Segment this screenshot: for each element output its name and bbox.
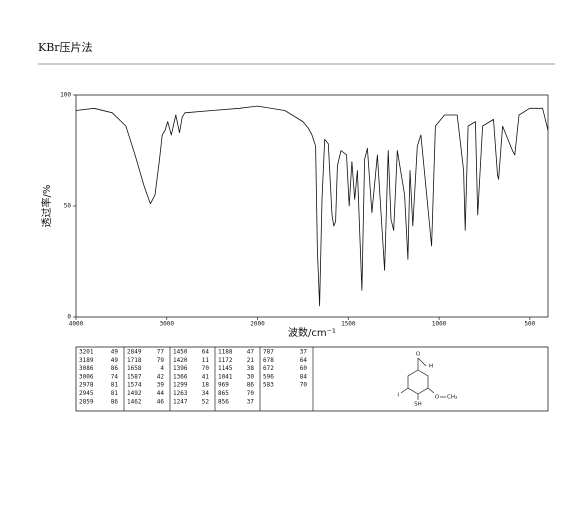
y-tick-label: 100 — [60, 92, 71, 99]
peak-intensity: 39 — [157, 382, 165, 389]
peak-wavenumber: 678 — [263, 357, 274, 364]
peak-intensity: 47 — [247, 349, 255, 356]
peak-table: 3201 49 2849 77 1450 64 1188 47 787 37 3189 49 1718 7… — [75, 346, 549, 412]
peak-intensity: 77 — [157, 349, 165, 356]
peak-intensity: 60 — [300, 365, 308, 372]
peak-wavenumber: 583 — [263, 382, 274, 389]
structure-label: O — [435, 395, 440, 401]
structure-label: O — [416, 352, 421, 358]
structure-label: SH — [414, 402, 422, 408]
peak-intensity: 64 — [300, 357, 308, 364]
peak-intensity: 21 — [247, 357, 255, 364]
structure: O H I SH O CH₃ — [397, 352, 457, 408]
peak-intensity: 37 — [247, 398, 255, 405]
peak-intensity: 49 — [111, 357, 119, 364]
peak-wavenumber: 1420 — [173, 357, 188, 364]
x-tick-label: 4000 — [69, 321, 84, 328]
bond — [400, 387, 409, 394]
peak-intensity: 64 — [202, 349, 210, 356]
peak-intensity: 41 — [202, 373, 210, 380]
structure-label: CH₃ — [447, 395, 457, 401]
peak-wavenumber: 787 — [263, 349, 274, 356]
peak-intensity: 34 — [202, 390, 210, 397]
peak-wavenumber: 1247 — [173, 398, 188, 405]
peak-wavenumber: 3006 — [79, 373, 94, 380]
peak-intensity: 30 — [247, 373, 255, 380]
peak-intensity: 74 — [111, 373, 119, 380]
peak-intensity: 46 — [157, 398, 165, 405]
peak-wavenumber: 2945 — [79, 390, 94, 397]
peak-intensity: 49 — [111, 349, 119, 356]
peak-intensity: 11 — [202, 357, 210, 364]
x-tick-label: 500 — [524, 321, 535, 328]
x-axis-label: 波数/cm⁻¹ — [288, 326, 336, 339]
peak-wavenumber: 3086 — [79, 365, 94, 372]
structure-label: I — [397, 393, 399, 399]
peak-wavenumber: 1041 — [218, 373, 233, 380]
peak-wavenumber: 2849 — [127, 349, 142, 356]
peak-wavenumber: 1718 — [127, 357, 142, 364]
peak-wavenumber: 1450 — [173, 349, 188, 356]
peak-wavenumber: 672 — [263, 365, 274, 372]
peak-intensity: 44 — [157, 390, 165, 397]
peak-wavenumber: 1574 — [127, 382, 142, 389]
x-tick-label: 1000 — [432, 321, 447, 328]
peak-wavenumber: 2859 — [79, 398, 94, 405]
peak-intensity: 42 — [157, 373, 165, 380]
peak-intensity: 37 — [300, 349, 308, 356]
peak-intensity: 18 — [202, 382, 210, 389]
peak-wavenumber: 1492 — [127, 390, 142, 397]
peak-intensity: 70 — [300, 382, 308, 389]
peak-intensity: 70 — [247, 390, 255, 397]
x-tick-label: 3000 — [160, 321, 175, 328]
bond — [427, 387, 435, 394]
peak-intensity: 4 — [160, 365, 164, 372]
peak-intensity: 81 — [111, 382, 119, 389]
peak-intensity: 70 — [202, 365, 210, 372]
peak-wavenumber: 969 — [218, 382, 229, 389]
peak-wavenumber: 1462 — [127, 398, 142, 405]
peak-wavenumber: 1172 — [218, 357, 233, 364]
ring — [407, 369, 429, 395]
peak-wavenumber: 1145 — [218, 365, 233, 372]
peak-wavenumber: 1188 — [218, 349, 233, 356]
y-tick-label: 50 — [64, 203, 72, 210]
y-tick-label: 0 — [67, 314, 71, 321]
peak-wavenumber: 865 — [218, 390, 229, 397]
peak-wavenumber: 596 — [263, 373, 274, 380]
peak-wavenumber: 3201 — [79, 349, 94, 356]
peak-wavenumber: 2978 — [79, 382, 94, 389]
peak-intensity: 38 — [247, 365, 255, 372]
peak-intensity: 86 — [111, 365, 119, 372]
peak-intensity: 84 — [300, 373, 308, 380]
peak-intensity: 86 — [247, 382, 255, 389]
header-title: KBr压片法 — [38, 40, 93, 54]
peak-intensity: 86 — [111, 398, 119, 405]
peak-wavenumber: 1658 — [127, 365, 142, 372]
bond — [417, 357, 427, 367]
peak-wavenumber: 3189 — [79, 357, 94, 364]
peak-intensity: 81 — [111, 390, 119, 397]
peak-intensity: 79 — [157, 357, 165, 364]
x-tick-label: 2000 — [250, 321, 265, 328]
peak-wavenumber: 1396 — [173, 365, 188, 372]
peak-intensity: 52 — [202, 398, 210, 405]
spectrum-line — [75, 105, 549, 307]
table-frame — [75, 346, 549, 412]
peak-wavenumber: 1366 — [173, 373, 188, 380]
peak-wavenumber: 856 — [218, 398, 229, 405]
peak-wavenumber: 1299 — [173, 382, 188, 389]
structure-label: H — [429, 364, 433, 370]
peak-wavenumber: 1263 — [173, 390, 188, 397]
x-tick-label: 1500 — [341, 321, 356, 328]
peak-wavenumber: 1587 — [127, 373, 142, 380]
y-axis-label: 透过率/% — [40, 185, 53, 228]
